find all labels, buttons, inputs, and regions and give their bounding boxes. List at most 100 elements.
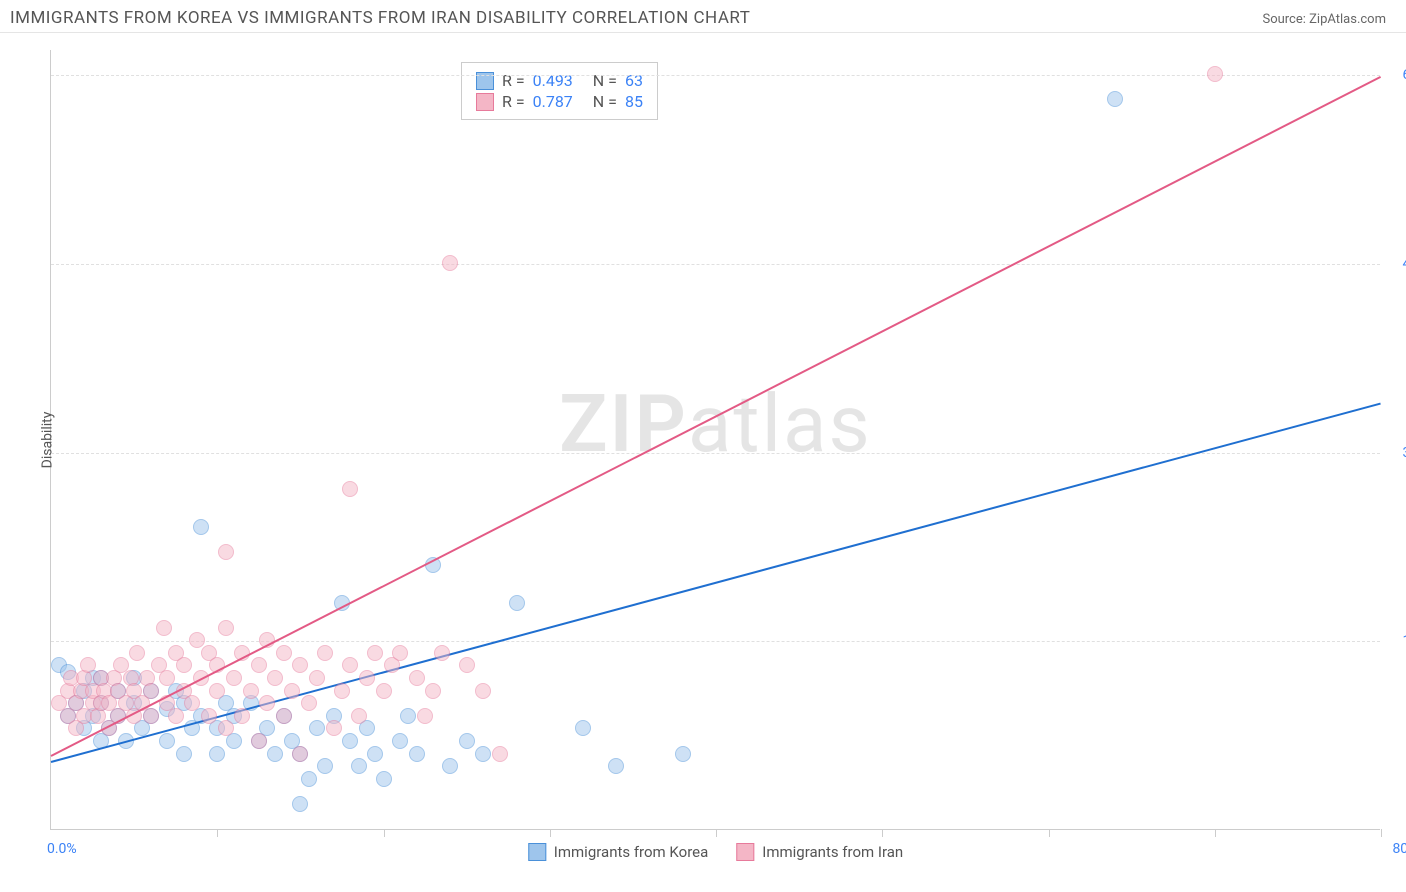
data-point-iran	[218, 544, 234, 560]
legend-swatch	[528, 843, 546, 861]
legend-n-label: N =	[593, 92, 617, 111]
y-tick-label: 30.0%	[1402, 445, 1406, 461]
data-point-iran	[475, 683, 491, 699]
data-point-iran	[143, 708, 159, 724]
data-point-korea	[1107, 91, 1123, 107]
source-label: Source: ZipAtlas.com	[1262, 12, 1386, 27]
data-point-iran	[159, 670, 175, 686]
data-point-iran	[309, 670, 325, 686]
data-point-korea	[459, 733, 475, 749]
data-point-korea	[317, 758, 333, 774]
legend-row-korea: R = 0.493 N = 63	[476, 71, 643, 90]
data-point-iran	[276, 708, 292, 724]
data-point-iran	[1207, 66, 1223, 82]
data-point-iran	[292, 746, 308, 762]
legend-r-value: 0.493	[533, 71, 573, 90]
data-point-korea	[351, 758, 367, 774]
gridline	[51, 75, 1380, 76]
data-point-iran	[359, 670, 375, 686]
data-point-iran	[209, 683, 225, 699]
data-point-iran	[243, 683, 259, 699]
data-point-iran	[459, 657, 475, 673]
y-tick-label: 60.0%	[1402, 67, 1406, 83]
legend-label: Immigrants from Iran	[762, 843, 903, 861]
gridline	[51, 264, 1380, 265]
data-point-iran	[392, 645, 408, 661]
data-point-iran	[492, 746, 508, 762]
gridline	[51, 641, 1380, 642]
data-point-iran	[267, 670, 283, 686]
plot-box: ZIPatlas Disability R = 0.493N = 63R = 0…	[50, 50, 1380, 830]
data-point-korea	[400, 708, 416, 724]
data-point-iran	[259, 695, 275, 711]
x-min-label: 0.0%	[47, 841, 77, 857]
series-legend: Immigrants from Korea Immigrants from Ira…	[528, 843, 903, 861]
x-tick	[384, 829, 385, 837]
data-point-iran	[129, 645, 145, 661]
trend-line-iran	[51, 75, 1382, 756]
data-point-iran	[425, 683, 441, 699]
gridline	[51, 453, 1380, 454]
x-max-label: 80.0%	[1392, 841, 1406, 857]
data-point-iran	[434, 645, 450, 661]
data-point-korea	[209, 746, 225, 762]
data-point-iran	[442, 255, 458, 271]
chart-area: ZIPatlas Disability R = 0.493N = 63R = 0…	[50, 50, 1380, 830]
data-point-korea	[509, 595, 525, 611]
x-tick	[217, 829, 218, 837]
data-point-iran	[417, 708, 433, 724]
data-point-iran	[226, 670, 242, 686]
data-point-iran	[284, 683, 300, 699]
data-point-iran	[301, 695, 317, 711]
data-point-korea	[367, 746, 383, 762]
data-point-iran	[251, 657, 267, 673]
data-point-iran	[351, 708, 367, 724]
data-point-korea	[292, 796, 308, 812]
legend-row-iran: R = 0.787N = 85	[476, 92, 643, 111]
trend-line-korea	[51, 402, 1382, 762]
correlation-legend: R = 0.493N = 63R = 0.787N = 85	[461, 62, 658, 120]
data-point-iran	[342, 657, 358, 673]
legend-item: Immigrants from Iran	[736, 843, 903, 861]
data-point-iran	[292, 657, 308, 673]
legend-r-value: 0.787	[533, 92, 573, 111]
legend-item: Immigrants from Korea	[528, 843, 708, 861]
data-point-korea	[193, 519, 209, 535]
data-point-iran	[218, 620, 234, 636]
x-tick	[550, 829, 551, 837]
data-point-iran	[276, 645, 292, 661]
y-tick-label: 15.0%	[1402, 633, 1406, 649]
data-point-iran	[218, 720, 234, 736]
data-point-iran	[334, 683, 350, 699]
data-point-korea	[176, 746, 192, 762]
data-point-korea	[159, 733, 175, 749]
data-point-iran	[143, 683, 159, 699]
legend-r-label: R =	[502, 92, 525, 111]
data-point-korea	[575, 720, 591, 736]
data-point-korea	[608, 758, 624, 774]
legend-n-value: 63	[625, 71, 643, 90]
data-point-iran	[176, 657, 192, 673]
data-point-iran	[184, 695, 200, 711]
data-point-iran	[367, 645, 383, 661]
data-point-korea	[267, 746, 283, 762]
legend-label: Immigrants from Korea	[554, 843, 708, 861]
data-point-iran	[326, 720, 342, 736]
y-tick-label: 45.0%	[1402, 256, 1406, 272]
data-point-iran	[342, 481, 358, 497]
chart-title: IMMIGRANTS FROM KOREA VS IMMIGRANTS FROM…	[10, 8, 750, 28]
x-tick	[1049, 829, 1050, 837]
data-point-iran	[80, 657, 96, 673]
data-point-korea	[409, 746, 425, 762]
data-point-korea	[376, 771, 392, 787]
data-point-korea	[309, 720, 325, 736]
data-point-iran	[376, 683, 392, 699]
data-point-iran	[201, 708, 217, 724]
data-point-iran	[251, 733, 267, 749]
data-point-korea	[342, 733, 358, 749]
legend-swatch	[736, 843, 754, 861]
legend-r-label: R =	[502, 71, 525, 90]
legend-n-label: N =	[593, 71, 617, 90]
data-point-korea	[675, 746, 691, 762]
y-axis-label: Disability	[39, 411, 55, 468]
